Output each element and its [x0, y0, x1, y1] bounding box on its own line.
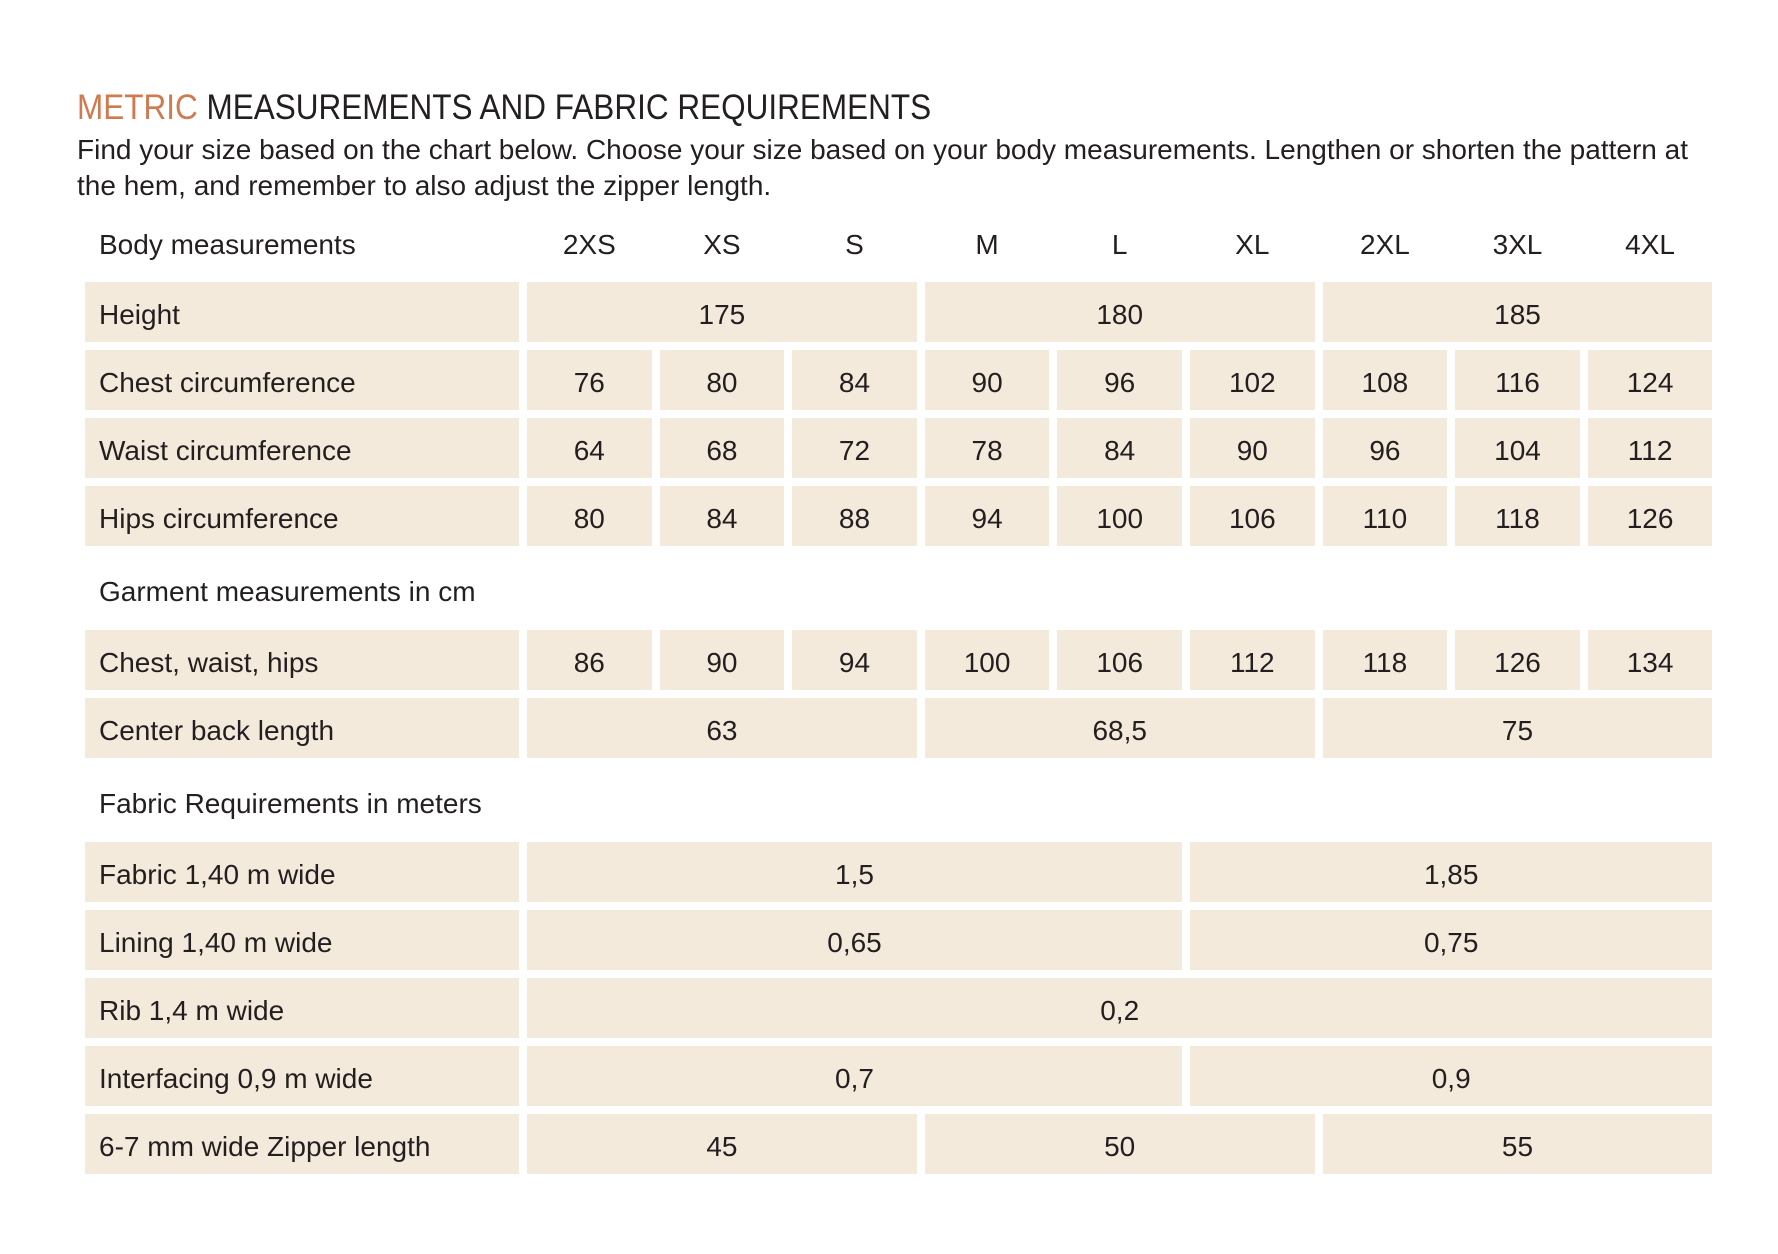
- value-cell: 126: [1587, 486, 1713, 546]
- row-label: Chest circumference: [85, 350, 519, 410]
- row-label: Chest, waist, hips: [85, 630, 519, 690]
- value-cell: 112: [1190, 630, 1315, 690]
- row-label: 6-7 mm wide Zipper length: [85, 1114, 519, 1174]
- size-header: M: [975, 229, 999, 260]
- size-header: S: [845, 229, 864, 260]
- row-label: Waist circumference: [85, 418, 519, 478]
- value-cell: 84: [1057, 418, 1182, 478]
- size-header: 2XS: [562, 229, 616, 260]
- value-cell: 68: [659, 418, 785, 478]
- section-heading: Garment measurements in cm: [99, 576, 476, 607]
- value-cell: 100: [924, 630, 1050, 690]
- value-cell: 116: [1455, 350, 1580, 410]
- value-cell: 0,75: [1190, 910, 1713, 970]
- row-label: Lining 1,40 m wide: [85, 910, 519, 970]
- value-cell: 50: [924, 1114, 1315, 1174]
- value-cell: 102: [1190, 350, 1315, 410]
- value-cell: 90: [924, 350, 1050, 410]
- size-header: 4XL: [1625, 229, 1675, 260]
- size-header: XS: [703, 229, 741, 260]
- value-cell: 106: [1190, 486, 1315, 546]
- value-cell: 76: [527, 350, 652, 410]
- value-cell: 1,5: [527, 842, 1182, 902]
- value-cell: 118: [1455, 486, 1580, 546]
- value-cell: 134: [1587, 630, 1713, 690]
- size-chart-table: Body measurements 2XS XS S M L XL 2XL 3XL 4XL Heig…: [85, 220, 1713, 1180]
- row-label: Height: [85, 282, 519, 342]
- value-cell: 96: [1322, 418, 1448, 478]
- value-cell: 104: [1455, 418, 1580, 478]
- intro-text: Find your size based on the chart below.…: [77, 134, 1688, 201]
- value-cell: 94: [924, 486, 1050, 546]
- value-cell: 90: [1190, 418, 1315, 478]
- section-heading: Body measurements: [99, 229, 356, 260]
- value-cell: 86: [527, 630, 652, 690]
- size-header: 2XL: [1359, 229, 1410, 260]
- value-cell: 64: [527, 418, 652, 478]
- value-cell: 110: [1322, 486, 1448, 546]
- value-cell: 0,2: [527, 978, 1713, 1038]
- value-cell: 112: [1587, 418, 1713, 478]
- size-header: XL: [1235, 229, 1270, 260]
- value-cell: 84: [659, 486, 785, 546]
- value-cell: 90: [659, 630, 785, 690]
- value-cell: 118: [1322, 630, 1448, 690]
- value-cell: 78: [924, 418, 1050, 478]
- row-label: Interfacing 0,9 m wide: [85, 1046, 519, 1106]
- value-cell: 126: [1455, 630, 1580, 690]
- value-cell: 45: [527, 1114, 917, 1174]
- value-cell: 0,9: [1190, 1046, 1713, 1106]
- section-heading: Fabric Requirements in meters: [99, 788, 482, 819]
- value-cell: 80: [659, 350, 785, 410]
- row-label: Hips circumference: [85, 486, 519, 546]
- row-label: Rib 1,4 m wide: [85, 978, 519, 1038]
- value-cell: 88: [792, 486, 917, 546]
- value-cell: 185: [1322, 282, 1713, 342]
- value-cell: 0,7: [527, 1046, 1182, 1106]
- value-cell: 55: [1322, 1114, 1713, 1174]
- value-cell: 96: [1057, 350, 1182, 410]
- value-cell: 68,5: [924, 698, 1315, 758]
- value-cell: 124: [1587, 350, 1713, 410]
- size-header: L: [1111, 229, 1128, 260]
- value-cell: 75: [1322, 698, 1713, 758]
- value-cell: 100: [1057, 486, 1182, 546]
- value-cell: 80: [527, 486, 652, 546]
- value-cell: 94: [792, 630, 917, 690]
- value-cell: 106: [1057, 630, 1182, 690]
- title-rest: MEASUREMENTS AND FABRIC REQUIREMENTS: [197, 88, 932, 127]
- size-header: 3XL: [1492, 229, 1543, 260]
- value-cell: 108: [1322, 350, 1448, 410]
- value-cell: 63: [527, 698, 917, 758]
- value-cell: 180: [924, 282, 1315, 342]
- row-label: Fabric 1,40 m wide: [85, 842, 519, 902]
- row-label: Center back length: [85, 698, 519, 758]
- value-cell: 0,65: [527, 910, 1182, 970]
- value-cell: 1,85: [1190, 842, 1713, 902]
- title-accent: METRIC: [77, 88, 198, 127]
- value-cell: 84: [792, 350, 917, 410]
- value-cell: 72: [792, 418, 917, 478]
- page-title: METRIC MEASUREMENTS AND FABRIC REQUIREME…: [77, 88, 931, 128]
- value-cell: 175: [527, 282, 917, 342]
